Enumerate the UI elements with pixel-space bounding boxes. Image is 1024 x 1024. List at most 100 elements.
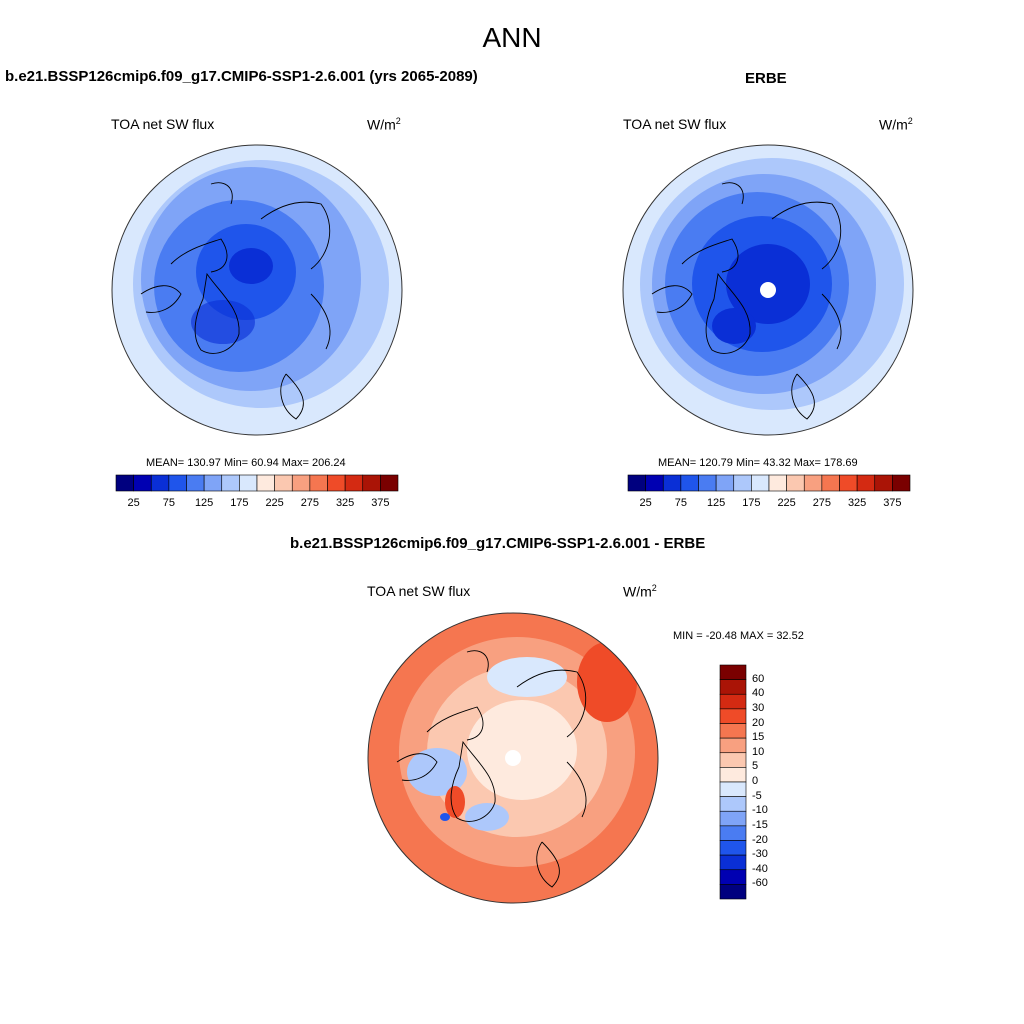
panel-2-colorbar-box-12 — [839, 474, 858, 492]
panel-2-colorbar-box-15 — [892, 474, 911, 492]
panel-3-colorbar-box-0 — [719, 664, 747, 680]
panel-1-colorbar-box-8 — [256, 474, 275, 492]
panel-3-colorbar-tick-label: -15 — [752, 818, 768, 831]
panel-3-colorbar-box-12 — [719, 840, 747, 856]
panel-2-colorbar-box-2 — [662, 474, 682, 492]
panel-1-colorbar-box-7 — [239, 474, 258, 492]
panel-2-colorbar-box-6 — [733, 474, 752, 492]
panel-1-stats: MEAN= 130.97 Min= 60.94 Max= 206.24 — [146, 457, 346, 469]
panel-1-variable-label: TOA net SW flux — [111, 116, 215, 132]
panel-1-title: b.e21.BSSP126cmip6.f09_g17.CMIP6-SSP1-2.… — [5, 68, 478, 85]
panel-1-colorbar-tick-label: 75 — [162, 497, 175, 509]
panel-3-colorbar-box-8 — [719, 781, 747, 797]
panel-1-colorbar-box-3 — [168, 474, 187, 492]
panel-2-colorbar-box-3 — [680, 474, 699, 492]
panel-2-colorbar-box-13 — [856, 474, 876, 492]
panel-3-stats: MIN = -20.48 MAX = 32.52 — [673, 630, 804, 642]
panel-2-polar-map — [622, 144, 914, 436]
panel-2-colorbar-box-8 — [768, 474, 787, 492]
panel-1-colorbar-box-14 — [362, 474, 381, 492]
panel-3-colorbar-tick-label: -10 — [752, 804, 768, 817]
panel-3-units-label: W/m2 — [623, 583, 657, 600]
panel-2-colorbar-tick-label: 75 — [674, 497, 687, 509]
panel-1-colorbar — [115, 474, 399, 492]
panel-2-colorbar-box-9 — [786, 474, 805, 492]
panel-3-colorbar-box-6 — [719, 752, 747, 768]
panel-1-colorbar-box-11 — [309, 474, 328, 492]
panel-3-colorbar-box-5 — [719, 737, 747, 754]
panel-3-colorbar-tick-label: -40 — [752, 862, 768, 875]
panel-2-colorbar-box-14 — [874, 474, 893, 492]
panel-2-colorbar-tick-label: 275 — [812, 497, 832, 509]
panel-3-colorbar-tick-label: 30 — [752, 701, 765, 714]
panel-3-contour-fill-negative-2 — [465, 803, 509, 831]
panel-2-colorbar-box-1 — [645, 474, 664, 492]
panel-1-colorbar-box-4 — [186, 474, 205, 492]
panel-2-colorbar — [627, 474, 911, 492]
panel-3-map-boundary — [367, 612, 659, 904]
panel-3-colorbar-box-14 — [719, 869, 747, 885]
panel-2-colorbar-box-11 — [821, 474, 840, 492]
panel-2-colorbar-box-5 — [715, 474, 735, 492]
panel-3-contour-fill-positive-east — [577, 642, 637, 722]
panel-3-missing-data-pole — [505, 750, 521, 766]
panel-1-colorbar-box-1 — [133, 474, 152, 492]
panel-3-colorbar-box-11 — [719, 825, 747, 841]
panel-1-polar-map — [111, 144, 403, 436]
panel-3-colorbar-tick-label: 60 — [752, 672, 765, 685]
panel-2-colorbar-ticks: 25 75 125 175 225 275 325 375 — [628, 497, 910, 511]
panel-3-colorbar-tick-label: -20 — [752, 833, 768, 846]
panel-1-colorbar-box-15 — [380, 474, 399, 492]
panel-1-colorbar-box-13 — [344, 474, 364, 492]
panel-3-colorbar-tick-label: 15 — [752, 731, 765, 744]
panel-1-colorbar-box-2 — [150, 474, 170, 492]
panel-3-colorbar-tick-label: -30 — [752, 848, 768, 861]
panel-1-colorbar-tick-label: 275 — [300, 497, 320, 509]
panel-2-colorbar-box-0 — [627, 474, 646, 492]
panel-2-colorbar-tick-label: 25 — [639, 497, 652, 509]
panel-1-colorbar-box-9 — [274, 474, 293, 492]
panel-2-variable-label: TOA net SW flux — [623, 116, 727, 132]
panel-1-colorbar-box-12 — [327, 474, 346, 492]
panel-3-colorbar-box-7 — [719, 767, 747, 783]
panel-2-title: ERBE — [745, 70, 787, 87]
panel-2-colorbar-tick-label: 225 — [777, 497, 796, 509]
panel-1-map-boundary — [111, 144, 403, 436]
panel-2-colorbar-tick-label: 175 — [742, 497, 761, 509]
panel-3-colorbar-tick-label: 10 — [752, 745, 765, 758]
panel-2-colorbar-tick-label: 375 — [883, 497, 902, 509]
panel-2-colorbar-box-4 — [698, 474, 717, 492]
panel-3-colorbar-box-3 — [719, 708, 747, 724]
panel-1-contour-fill-core — [229, 248, 273, 284]
panel-3-colorbar-tick-label: 40 — [752, 687, 765, 700]
panel-3-contour-fill-negative-1 — [407, 748, 467, 796]
panel-3-colorbar-tick-label: 5 — [752, 760, 759, 773]
panel-1-colorbar-tick-label: 25 — [127, 497, 140, 509]
panel-3-colorbar-box-13 — [719, 854, 747, 871]
panel-3-colorbar-box-4 — [719, 723, 747, 739]
panel-3-colorbar-ticks: 60 40 30 20 15 10 5 0 -5 -10 -15 -20 -30 -40 -60 — [752, 665, 792, 899]
panel-3-colorbar — [719, 664, 747, 900]
panel-1-colorbar-ticks: 25 75 125 175 225 275 325 375 — [116, 497, 398, 511]
panel-1-colorbar-tick-label: 225 — [265, 497, 284, 509]
panel-3-colorbar-tick-label: 0 — [752, 775, 759, 787]
panel-1-colorbar-box-0 — [115, 474, 134, 492]
panel-2-contour-fill-greenland — [712, 308, 756, 344]
panel-2-units-label: W/m2 — [879, 116, 913, 133]
panel-3-colorbar-tick-label: -60 — [752, 877, 768, 890]
panel-2-colorbar-box-10 — [803, 474, 823, 492]
panel-2-missing-data-pole — [760, 282, 776, 298]
page-title: ANN — [482, 22, 542, 53]
panel-1-coastlines — [140, 182, 331, 420]
panel-2-colorbar-tick-label: 325 — [847, 497, 867, 509]
panel-3-contour-fill-positive-peak — [445, 786, 465, 818]
panel-3-variable-label: TOA net SW flux — [367, 583, 471, 599]
panel-3-colorbar-box-2 — [719, 693, 747, 710]
panel-1-colorbar-tick-label: 375 — [371, 497, 390, 509]
panel-3-colorbar-tick-label: -5 — [752, 789, 762, 802]
panel-1-colorbar-box-5 — [203, 474, 223, 492]
panel-3-contour-fill-band-3 — [467, 700, 577, 800]
panel-1-colorbar-tick-label: 175 — [230, 497, 249, 509]
panel-3-colorbar-box-1 — [719, 679, 747, 695]
panel-2-colorbar-tick-label: 125 — [706, 497, 726, 509]
